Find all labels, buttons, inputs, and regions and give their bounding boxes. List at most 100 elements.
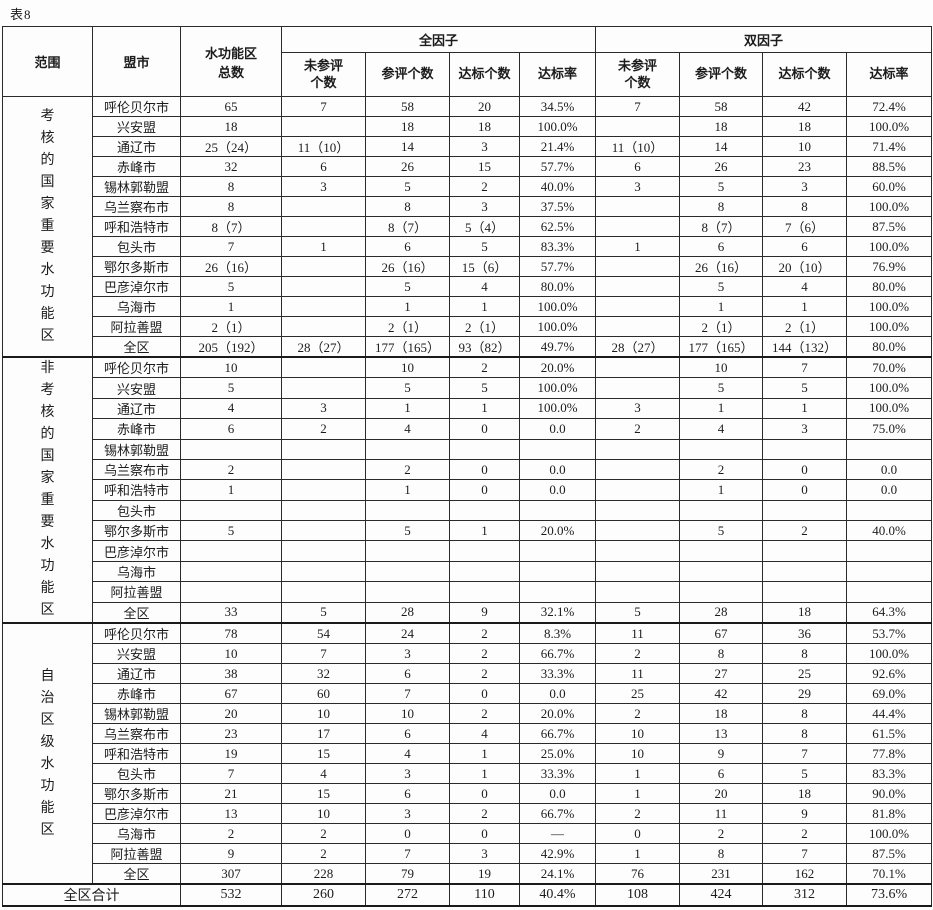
table-row: 包头市 7 1 6 5 83.3% 1 6 6 100.0% [3,236,933,257]
table-row: 非考核的国家重要水功能区呼伦贝尔市 10 10 2 20.0% 10 7 70.0% [2,356,933,624]
table-header: 范围 盟市 水功能区 总数 全因子 双因子 未参评 个数 参评个数 达标个数 达… [2,26,933,97]
city-cell: 通辽市 [92,397,181,420]
data-cell: 24.1% [518,863,597,885]
table-row: 鄂尔多斯市 5 5 1 20.0% 5 2 40.0% [3,520,933,542]
data-cell: 2 [595,803,681,824]
data-cell: 67 [679,622,764,644]
data-cell: 100.0% [846,377,933,399]
data-cell: 1 [449,296,520,317]
data-cell [281,116,366,137]
table-row: 乌兰察布市 2 2 0 0.0 2 0 0.0 [3,458,933,481]
data-cell: 6 [679,763,764,784]
data-cell [595,116,681,137]
header-dual-compliance-rate: 达标率 [846,52,933,97]
data-cell: 58 [365,96,450,117]
data-cell: 23 [762,156,848,177]
data-cell: 80.0% [846,336,933,358]
data-cell: 5 [679,377,764,399]
data-cell: 20 [180,703,282,724]
data-cell [281,276,366,297]
data-cell [595,520,681,542]
data-cell: 77.8% [846,743,933,764]
data-cell: 6 [365,663,450,684]
city-cell: 通辽市 [92,663,181,684]
data-cell: 87.5% [846,843,933,864]
data-cell: 49.7% [518,336,597,358]
table-row: 呼和浩特市 1 1 0 0.0 1 0 0.0 [3,479,933,501]
data-cell: 5 [180,276,282,297]
city-cell: 通辽市 [92,136,181,157]
data-cell: 5 [365,520,450,542]
data-cell: 9 [679,743,764,764]
data-cell: 100.0% [846,196,933,217]
data-cell: 4 [365,418,450,440]
data-cell: 1 [679,296,764,317]
data-cell: 7 [762,356,848,379]
data-cell [365,581,450,603]
grand-total-label: 全区合计 [2,883,181,907]
data-cell: 18 [679,116,764,137]
header-all-evaluated: 参评个数 [365,52,450,97]
table-row: 锡林郭勒盟 [3,438,933,460]
data-cell: 3 [365,803,450,824]
data-cell: 2（1） [449,316,520,337]
table-row: 考核的国家重要水功能区呼伦贝尔市 65 7 58 20 34.5% 7 58 42 72.4% [2,96,933,358]
data-cell: 75.0% [846,418,933,440]
data-cell: 4 [762,276,848,297]
city-cell: 阿拉善盟 [92,843,181,864]
data-cell [281,560,366,583]
header-group-all-factors: 全因子 [280,26,597,53]
data-cell: 100.0% [518,116,597,137]
data-cell: 6 [762,236,848,257]
city-cell: 锡林郭勒盟 [92,703,181,724]
city-cell: 赤峰市 [92,683,181,704]
data-cell: 2（1） [365,316,450,337]
data-cell [595,356,681,379]
data-cell [281,256,366,277]
data-cell: 20 [679,783,764,804]
data-cell: 3 [281,176,366,197]
data-cell: 26 [679,156,764,177]
table-row: 包头市 7 4 3 1 33.3% 1 6 5 83.3% [3,763,933,784]
data-cell: 32 [281,663,366,684]
city-cell: 乌兰察布市 [92,723,181,744]
data-cell: 67 [180,683,282,704]
data-cell: 5（4） [449,216,520,237]
data-cell: 2（1） [679,316,764,337]
data-cell [762,540,848,562]
table-row: 呼和浩特市 8（7） 8（7） 5（4） 62.5% 8（7） 7（6） 87.5% [3,216,933,237]
data-cell: 18 [449,116,520,137]
data-cell: 42.9% [518,843,597,864]
city-cell: 包头市 [92,763,181,784]
data-cell: 2 [449,643,520,664]
table-row: 巴彦淖尔市 5 5 4 80.0% 5 4 80.0% [3,276,933,297]
data-cell: 5 [281,601,366,624]
data-cell [281,479,366,501]
table-row: 鄂尔多斯市 21 15 6 0 0.0 1 20 18 90.0% [3,783,933,804]
data-cell: 70.0% [846,356,933,379]
data-cell [518,540,597,562]
data-cell [762,581,848,603]
data-cell: 5 [679,276,764,297]
data-cell [281,458,366,481]
data-cell: 69.0% [846,683,933,704]
data-cell [679,560,764,583]
data-cell: 1 [180,479,282,501]
data-cell: 33 [180,601,282,624]
data-cell: 9 [180,843,282,864]
data-cell: 10 [679,356,764,379]
data-cell: 6 [365,783,450,804]
data-cell: 14 [679,136,764,157]
data-cell: 72.4% [846,96,933,117]
data-cell: 87.5% [846,216,933,237]
city-cell: 阿拉善盟 [92,316,181,337]
data-cell: 32 [180,156,282,177]
data-cell [365,438,450,460]
data-cell: 0.0 [846,479,933,501]
table-row: 赤峰市 6 2 4 0 0.0 2 4 3 75.0% [3,418,933,440]
data-cell: 64.3% [846,601,933,624]
data-cell: 4 [679,418,764,440]
data-cell: 13 [679,723,764,744]
data-cell: 0 [595,823,681,844]
table-row: 鄂尔多斯市 26（16） 26（16） 15（6） 57.7% 26（16） 20（10） 7… [3,256,933,277]
